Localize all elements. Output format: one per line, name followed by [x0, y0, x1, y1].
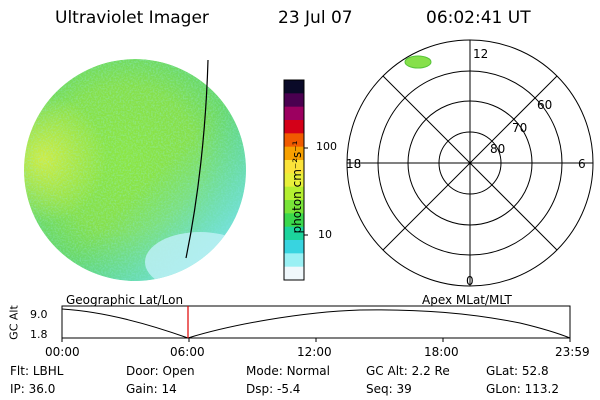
altitude-xtick-0: 00:00: [45, 345, 80, 359]
date-label: 23 Jul 07: [278, 8, 353, 28]
info-flt: Flt: LBHL: [10, 364, 64, 378]
mlt-label-12: 12: [473, 47, 488, 61]
colorbar-swatch: [284, 160, 304, 174]
colorbar-swatch: [284, 146, 304, 161]
mlat-label-60: 60: [537, 98, 552, 112]
info-glon: GLon: 113.2: [486, 382, 559, 396]
colorbar-tick-10: 10: [318, 228, 332, 241]
terminator-line: [185, 59, 209, 259]
info-gc-alt: GC Alt: 2.2 Re: [366, 364, 450, 378]
polar-plot-footer: Apex MLat/MLT: [422, 293, 512, 307]
info-seq: Seq: 39: [366, 382, 412, 396]
colorbar-swatch: [284, 80, 304, 94]
colorbar-swatch: [284, 173, 304, 188]
mlt-label-18: 18: [346, 157, 361, 171]
instrument-title: Ultraviolet Imager: [55, 8, 209, 28]
altitude-ylabel: GC Alt: [7, 305, 21, 340]
info-door: Door: Open: [126, 364, 195, 378]
colorbar-swatch: [284, 120, 304, 134]
image-panel-footer: Geographic Lat/Lon: [66, 293, 184, 307]
info-ip: IP: 36.0: [10, 382, 56, 396]
colorbar-swatch: [284, 253, 304, 268]
info-mode: Mode: Normal: [246, 364, 330, 378]
colorbar-swatch: [284, 200, 304, 214]
colorbar-swatch: [284, 186, 304, 201]
mlat-label-80: 80: [490, 142, 505, 156]
colorbar-swatch: [284, 240, 304, 254]
altitude-curve: [61, 308, 571, 339]
colorbar-swatch: [284, 93, 304, 108]
colorbar-unit-label: photon cm⁻²s⁻¹: [290, 140, 304, 234]
colorbar-swatch: [284, 226, 304, 241]
info-glat: GLat: 52.8: [486, 364, 549, 378]
altitude-xtick-4: 23:59: [555, 345, 590, 359]
altitude-ytick-max: 9.0: [30, 308, 48, 321]
mlat-label-70: 70: [512, 121, 527, 135]
altitude-xtick-3: 18:00: [424, 345, 459, 359]
auroral-patch: [404, 55, 432, 69]
colorbar-swatch: [284, 133, 304, 148]
mlt-label-0: 0: [466, 274, 474, 288]
altitude-ytick-min: 1.8: [30, 328, 48, 341]
altitude-xtick-1: 06:00: [170, 345, 205, 359]
info-dsp: Dsp: -5.4: [246, 382, 301, 396]
colorbar-tick-100: 100: [316, 140, 337, 153]
time-label: 06:02:41 UT: [426, 8, 531, 28]
colorbar-swatch: [284, 106, 304, 121]
colorbar-swatch: [284, 266, 304, 281]
info-gain: Gain: 14: [126, 382, 177, 396]
altitude-xtick-2: 12:00: [297, 345, 332, 359]
colorbar-border: [283, 79, 305, 281]
mlt-label-6: 6: [578, 157, 586, 171]
colorbar-swatch: [284, 213, 304, 228]
colorbar: [283, 79, 308, 281]
